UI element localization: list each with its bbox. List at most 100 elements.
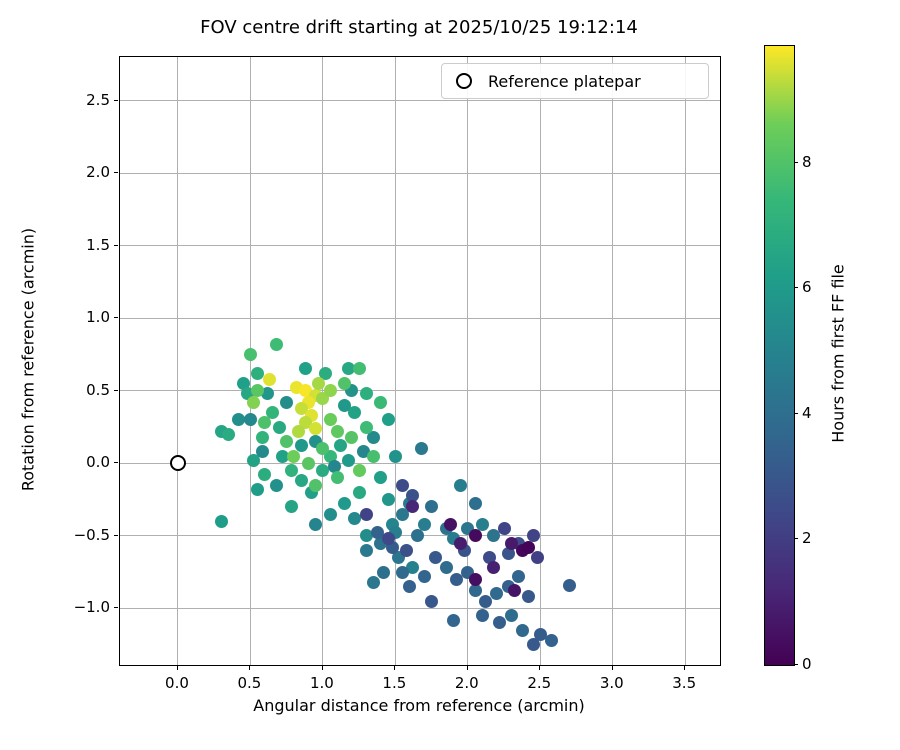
- y-tick-mark: [114, 244, 118, 246]
- y-tick-label: 2.5: [86, 90, 110, 109]
- grid-line: [120, 100, 720, 102]
- scatter-point: [214, 514, 228, 528]
- scatter-point: [359, 529, 373, 543]
- y-tick-label: 0.0: [86, 453, 110, 472]
- scatter-point: [294, 439, 308, 453]
- colorbar-tick-mark: [794, 664, 798, 665]
- scatter-point: [272, 420, 286, 434]
- scatter-point: [478, 594, 492, 608]
- scatter-point: [429, 551, 443, 565]
- scatter-point: [483, 551, 497, 565]
- y-tick-mark: [114, 389, 118, 391]
- x-tick-mark: [466, 666, 468, 670]
- scatter-point: [526, 638, 540, 652]
- grid-line: [120, 245, 720, 247]
- grid-line: [684, 57, 686, 665]
- scatter-point: [417, 569, 431, 583]
- scatter-point: [367, 575, 381, 589]
- scatter-point: [475, 517, 489, 531]
- grid-line: [539, 57, 541, 665]
- scatter-point: [262, 372, 276, 386]
- reference-platepar-marker: [169, 455, 186, 472]
- scatter-point: [512, 569, 526, 583]
- scatter-point: [299, 362, 312, 376]
- scatter-point: [356, 445, 370, 459]
- scatter-point: [309, 421, 323, 435]
- colorbar: [764, 45, 795, 666]
- scatter-point: [309, 517, 323, 531]
- scatter-point: [468, 584, 482, 598]
- colorbar-tick-label: 4: [802, 403, 812, 422]
- scatter-point: [417, 517, 431, 531]
- grid-line: [394, 57, 396, 665]
- x-tick-mark: [684, 666, 686, 670]
- scatter-point: [348, 406, 362, 419]
- scatter-point: [396, 478, 410, 492]
- scatter-point: [396, 565, 410, 579]
- scatter-point: [243, 347, 257, 361]
- scatter-point: [414, 442, 428, 456]
- scatter-point: [330, 471, 344, 485]
- scatter-point: [222, 427, 236, 441]
- scatter-point: [449, 572, 463, 586]
- y-tick-label: 2.0: [86, 163, 110, 182]
- scatter-point: [406, 488, 420, 502]
- scatter-point: [367, 430, 381, 444]
- scatter-point: [301, 456, 315, 470]
- scatter-point: [468, 529, 482, 543]
- grid-line: [120, 607, 720, 609]
- scatter-point: [497, 522, 511, 536]
- scatter-point: [487, 529, 501, 543]
- scatter-point: [352, 464, 366, 478]
- colorbar-tick-label: 2: [802, 529, 812, 548]
- scatter-point: [406, 561, 420, 575]
- scatter-point: [316, 464, 330, 478]
- scatter-point: [280, 435, 294, 449]
- y-tick-label: 0.5: [86, 380, 110, 399]
- x-tick-label: 3.5: [672, 674, 697, 692]
- scatter-point: [388, 449, 402, 463]
- scatter-point: [410, 529, 424, 543]
- scatter-point: [319, 366, 333, 380]
- scatter-point: [400, 543, 414, 557]
- scatter-point: [265, 406, 279, 419]
- y-tick-label: −1.0: [73, 598, 110, 617]
- colorbar-tick-mark: [794, 287, 798, 289]
- scatter-point: [316, 442, 330, 456]
- scatter-point: [261, 387, 275, 401]
- scatter-point: [255, 430, 269, 444]
- scatter-point: [522, 590, 536, 604]
- x-tick-label: 0.0: [165, 674, 189, 692]
- x-tick-label: 2.5: [527, 674, 552, 692]
- scatter-point: [403, 580, 417, 594]
- y-axis-label: Rotation from reference (arcmin): [18, 227, 38, 492]
- scatter-point: [367, 449, 381, 463]
- grid-line: [249, 57, 251, 665]
- scatter-point: [526, 529, 540, 543]
- legend: Reference platepar: [441, 63, 709, 99]
- x-tick-label: 1.5: [382, 674, 407, 692]
- scatter-point: [359, 420, 373, 434]
- grid-line: [177, 57, 179, 665]
- scatter-point: [299, 384, 312, 398]
- grid-line: [322, 57, 324, 665]
- scatter-point: [251, 366, 265, 380]
- y-tick-label: −0.5: [73, 525, 110, 544]
- x-tick-mark: [321, 666, 323, 670]
- colorbar-tick-mark: [794, 412, 798, 414]
- x-tick-mark: [394, 666, 396, 670]
- scatter-point: [333, 439, 347, 453]
- y-tick-mark: [114, 172, 118, 174]
- scatter-point: [270, 337, 284, 351]
- scatter-point: [516, 623, 530, 637]
- scatter-point: [352, 485, 366, 499]
- scatter-point: [406, 500, 420, 514]
- scatter-point: [255, 445, 269, 459]
- legend-label: Reference platepar: [488, 71, 641, 91]
- scatter-point: [381, 532, 395, 546]
- scatter-point: [232, 413, 246, 427]
- scatter-point: [342, 453, 356, 467]
- scatter-point: [545, 633, 559, 647]
- reference-platepar-legend-marker-icon: [456, 73, 472, 89]
- scatter-point: [246, 395, 260, 409]
